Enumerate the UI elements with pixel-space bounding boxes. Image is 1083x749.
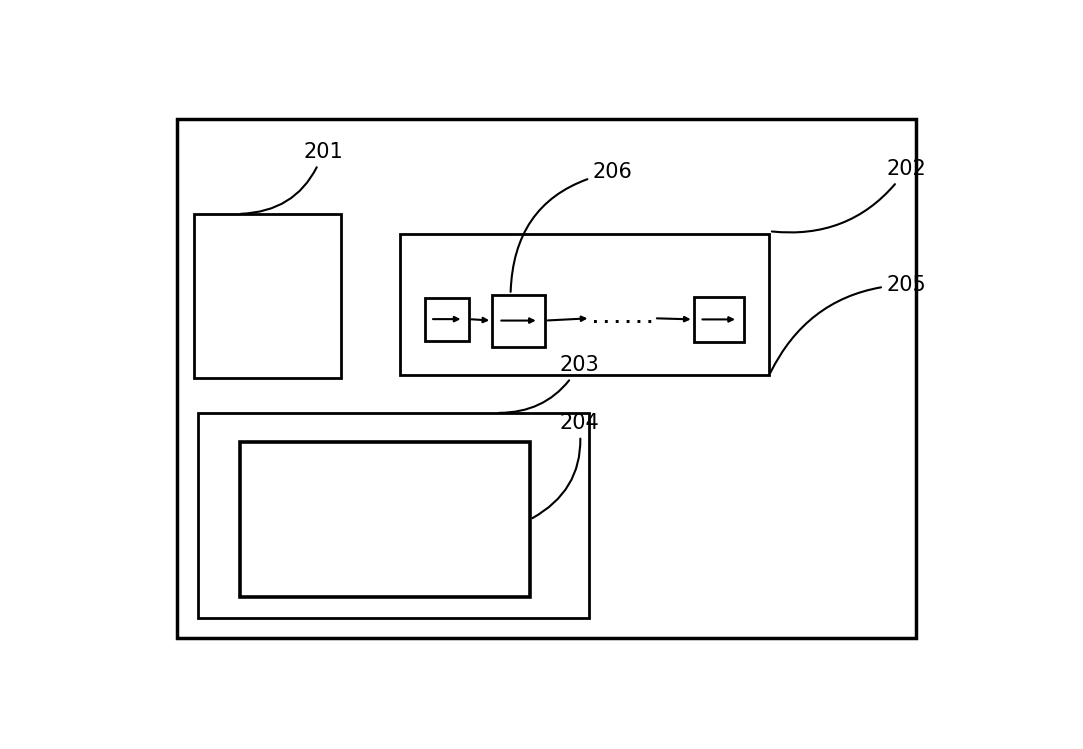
Bar	[194, 214, 341, 378]
Bar	[400, 234, 769, 375]
Text: 206: 206	[510, 162, 632, 292]
Text: 205: 205	[770, 275, 926, 373]
Text: 201: 201	[240, 142, 343, 213]
Bar	[492, 294, 545, 347]
Bar	[240, 442, 530, 598]
Text: ......: ......	[589, 309, 655, 327]
Text: 204: 204	[533, 413, 599, 518]
Bar	[198, 413, 589, 618]
Text: 202: 202	[772, 160, 926, 232]
Bar	[425, 297, 469, 341]
Bar	[178, 118, 916, 638]
Text: 203: 203	[499, 355, 599, 413]
Bar	[693, 297, 744, 342]
